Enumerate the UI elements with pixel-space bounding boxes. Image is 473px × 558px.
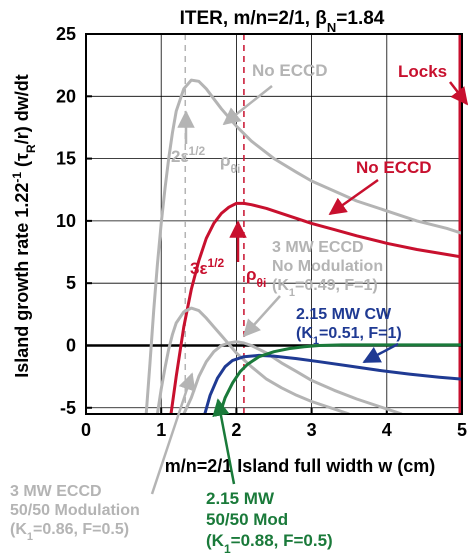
- mod215-line1: 2.15 MW: [206, 489, 275, 508]
- mod3-line2: 50/50 Modulation: [10, 502, 140, 519]
- y-tick-label: 10: [56, 211, 76, 231]
- rho-gray-label: ρθi: [220, 151, 240, 176]
- plot-frame: [85, 33, 463, 415]
- x-tick-label: 3: [307, 420, 317, 440]
- eccd3-line2: No Modulation: [272, 258, 383, 275]
- no-eccd-red-arrow: [328, 178, 379, 216]
- series-line: [218, 343, 462, 414]
- eccd3-arrow: [242, 295, 281, 338]
- mod3-line1: 3 MW ECCD: [10, 483, 102, 500]
- y-tick-label: 5: [66, 273, 76, 293]
- locks-arrow: [449, 81, 469, 106]
- y-tick-label: 0: [66, 335, 76, 355]
- series-line: [182, 340, 403, 414]
- y-tick-label: 20: [56, 86, 76, 106]
- series-lines: [144, 78, 462, 414]
- chart-title: ITER, m/n=2/1, βN=1.84: [180, 8, 385, 35]
- no-eccd-gray-label: No ECCD: [252, 61, 328, 80]
- y-axis-label: Island growth rate 1.22-1 (τR/r) dw/dt: [10, 74, 38, 377]
- eccd3-line3: (K1=0.49, F=1): [272, 277, 378, 299]
- mod215-line2: 50/50 Mod: [206, 510, 288, 529]
- cw-arrow: [362, 342, 399, 364]
- y-tick-label: 25: [56, 24, 76, 44]
- mod3-arrow: [150, 372, 196, 495]
- x-tick-label: 1: [156, 420, 166, 440]
- x-tick-label: 2: [231, 420, 241, 440]
- x-tick-label: 5: [457, 420, 467, 440]
- x-tick-label: 0: [81, 420, 91, 440]
- annotations: Locks No ECCD No ECCD 2ε1/2 ρθi 3ε1/2 ρθ…: [10, 61, 469, 556]
- cw-line2: (K1=0.51, F=1): [296, 325, 402, 347]
- series-line: [203, 353, 462, 414]
- mod3-line3: (K1=0.86, F=0.5): [10, 521, 129, 543]
- two-eps-label: 2ε1/2: [171, 144, 206, 166]
- series-line: [144, 78, 462, 414]
- three-eps-label: 3ε1/2: [190, 256, 225, 278]
- eccd3-line1: 3 MW ECCD: [272, 239, 364, 256]
- vertical-markers: [184, 34, 462, 414]
- y-tick-label: -5: [60, 398, 76, 418]
- mod215-arrow: [212, 398, 236, 485]
- series-line: [169, 201, 462, 414]
- y-tick-label: 15: [56, 149, 76, 169]
- x-axis-label: m/n=2/1 Island full width w (cm): [165, 456, 436, 476]
- no-eccd-red-label: No ECCD: [356, 158, 432, 177]
- x-tick-label: 4: [382, 420, 392, 440]
- cw-line1: 2.15 MW CW: [296, 306, 392, 323]
- mod215-line3: (K1=0.88, F=0.5): [206, 531, 333, 556]
- series-line: [155, 306, 350, 414]
- no-eccd-gray-arrow: [222, 85, 273, 126]
- locks-label: Locks: [398, 62, 447, 81]
- rho-red-label: ρθi: [246, 265, 266, 290]
